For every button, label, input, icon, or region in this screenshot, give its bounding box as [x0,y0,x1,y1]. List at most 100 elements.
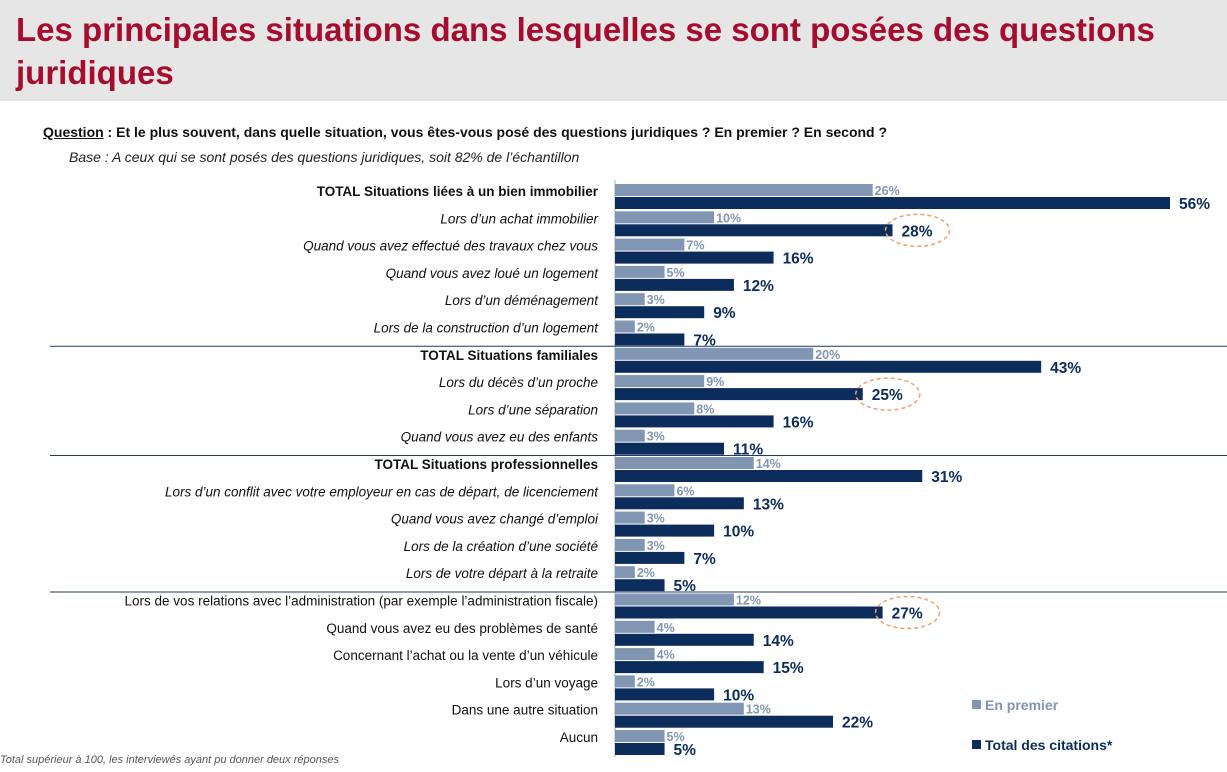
bar-first [615,402,695,415]
category-label: Lors de votre départ à la retraite [406,566,598,581]
value-label-first: 4% [657,648,675,662]
value-label-first: 10% [716,211,741,225]
bar-first [615,238,685,251]
bar-first [615,593,734,606]
value-label-first: 2% [637,321,655,335]
question-label: Question [43,124,104,140]
value-label-total: 10% [723,524,754,541]
value-label-first: 6% [676,484,694,498]
bar-total [615,251,774,264]
value-label-total: 16% [783,414,814,431]
category-label: Quand vous avez eu des problèmes de sant… [326,621,598,636]
bar-total [615,606,883,619]
legend-item-total: Total des citations* [972,737,1112,753]
value-label-first: 5% [667,730,685,744]
bar-total [615,278,734,291]
value-label-first: 4% [657,621,675,635]
value-label-first: 20% [815,348,840,362]
value-label-total: 56% [1179,196,1210,213]
category-label: TOTAL Situations professionnelles [374,457,598,472]
bar-total [615,306,705,319]
question-text: : Et le plus souvent, dans quelle situat… [103,124,888,140]
bar-first [615,293,645,306]
value-label-total: 9% [713,305,736,322]
value-label-first: 2% [637,675,655,689]
bar-first [615,511,645,524]
bar-first [615,648,655,661]
value-label-total: 7% [693,551,716,568]
value-label-total: 14% [763,633,794,650]
value-label-total: 5% [674,578,697,595]
value-label-first: 14% [756,457,781,471]
value-label-first: 2% [637,566,655,580]
bar-total [615,388,863,401]
value-label-total: 27% [892,606,923,623]
bar-total [615,442,725,455]
bar-first [615,375,705,388]
bar-total [615,224,893,237]
value-label-first: 8% [696,402,714,416]
value-label-first: 12% [736,594,761,608]
title-band [0,0,1227,101]
category-label: Lors du décès d’un proche [439,375,598,390]
value-label-total: 12% [743,278,774,295]
bar-total [615,551,685,564]
value-label-total: 7% [693,333,716,350]
value-label-total: 25% [872,387,903,404]
legend-label-total: Total des citations* [985,737,1113,753]
bar-first [615,429,645,442]
value-label-first: 3% [647,512,665,526]
category-label: Lors de vos relations avec l’administrat… [125,594,598,609]
value-label-first: 13% [746,703,771,717]
legend-label-first: En premier [985,697,1059,713]
category-label: Dans une autre situation [452,703,598,718]
bar-first [615,184,873,196]
base-note: Base : A ceux qui se sont posés des ques… [69,149,580,165]
bar-total [615,333,685,346]
bar-first [615,566,635,579]
bar-first [615,265,665,278]
legend-swatch-total [972,740,981,749]
page-title: Les principales situations dans lesquell… [16,11,1155,91]
category-label: Lors de la construction d’un logement [374,321,600,336]
category-label: TOTAL Situations liées à un bien immobil… [317,184,599,199]
category-label: Quand vous avez loué un logement [386,266,600,281]
legend-swatch-first [972,700,981,709]
bar-total [615,661,764,674]
bar-total [615,579,665,592]
value-label-first: 9% [706,375,724,389]
bar-first [615,620,655,633]
bar-total [615,497,744,510]
value-label-total: 5% [674,742,697,759]
category-label: Concernant l’achat ou la vente d’un véhi… [333,648,598,663]
category-label: Quand vous avez changé d’emploi [391,512,599,527]
highlight-circle [884,213,951,248]
value-label-first: 26% [875,184,900,198]
question-line: Question : Et le plus souvent, dans quel… [43,124,887,140]
bar-total [615,633,754,646]
bar-total [615,715,834,728]
bar-total [615,470,923,482]
category-label: TOTAL Situations familiales [420,348,598,363]
bar-first [615,211,715,224]
bar-first [615,675,635,688]
bar-first [615,457,754,469]
bar-total [615,524,715,537]
value-label-total: 15% [773,660,804,677]
value-label-total: 11% [733,442,763,459]
value-label-total: 22% [842,715,873,732]
footnote: Total supérieur à 100, les interviewés a… [0,754,339,766]
bar-first [615,730,665,742]
value-label-first: 7% [686,239,704,253]
category-label: Lors de la création d’une société [404,539,598,554]
category-label: Lors d’un conflit avec votre employeur e… [165,484,599,499]
bar-first [615,320,635,333]
bar-first [615,484,675,497]
bar-total [615,360,1042,373]
legend-item-first: En premier [972,697,1058,713]
value-label-total: 13% [753,496,784,513]
bar-first [615,347,814,360]
category-label: Lors d’un achat immobilier [440,211,598,226]
bar-first [615,702,744,715]
